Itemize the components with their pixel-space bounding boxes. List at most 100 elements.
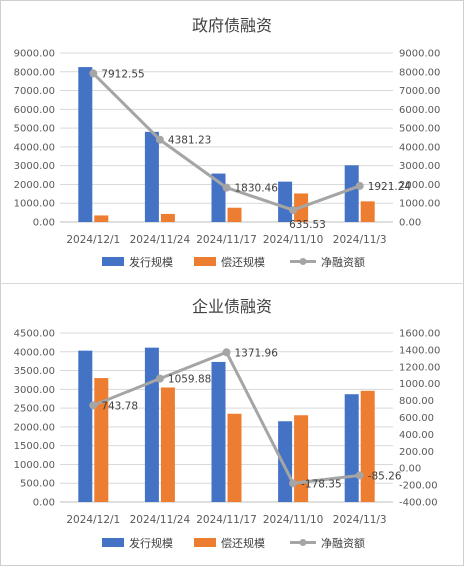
y-left-tick-label: 4500.00 — [14, 329, 55, 340]
legend-net-marker — [299, 539, 307, 546]
legend-repayment-swatch — [194, 257, 216, 266]
x-tick-label: 2024/11/24 — [130, 514, 191, 526]
y-left-tick-label: 4000.00 — [14, 347, 55, 358]
y-right-tick-label: 8000.00 — [399, 67, 440, 78]
repayment-bar — [227, 413, 242, 502]
net-financing-point — [222, 183, 231, 192]
legend-label: 发行规模 — [129, 255, 173, 269]
y-right-tick-label: 3000.00 — [399, 161, 440, 172]
government-bond-chart: 政府债融资 0.00 1000.00 2000.00 3000.00 4000.00 500… — [14, 16, 441, 269]
y-right-tick-label: 1600.00 — [399, 329, 440, 340]
legend-label: 偿还规模 — [221, 255, 265, 269]
y-right-tick-label: 600.00 — [399, 413, 434, 424]
y-left-tick-label: 1000.00 — [14, 199, 55, 210]
y-left-tick-label: 9000.00 — [14, 49, 55, 60]
legend-label: 净融资额 — [321, 255, 365, 269]
legend-issuance-swatch — [102, 257, 124, 266]
y-right-tick-label: 2000.00 — [399, 180, 440, 191]
issuance-bar — [211, 361, 226, 502]
y-left-tick-label: 0.00 — [33, 218, 55, 229]
data-label: 1371.96 — [235, 347, 279, 359]
repayment-bar — [360, 201, 375, 222]
repayment-bar — [160, 213, 175, 222]
net-financing-point — [89, 401, 98, 410]
data-label: 7912.55 — [101, 68, 144, 80]
chart-title: 政府债融资 — [192, 16, 272, 35]
legend-label: 偿还规模 — [221, 536, 265, 550]
y-left-tick-label: 5000.00 — [14, 124, 55, 135]
y-left-tick-label: 1000.00 — [14, 460, 55, 471]
legend-label: 净融资额 — [321, 536, 365, 550]
x-tick-label: 2024/12/1 — [66, 514, 120, 526]
y-right-tick-label: 5000.00 — [399, 124, 440, 135]
legend-issuance-swatch — [102, 538, 124, 547]
y-left-tick-label: 3500.00 — [14, 366, 55, 377]
net-financing-point — [89, 69, 98, 78]
data-label: 635.53 — [289, 219, 326, 231]
data-label: -85.26 — [368, 470, 402, 482]
net-financing-point — [355, 471, 364, 480]
legend-net-marker — [299, 258, 307, 265]
y-right-tick-label: 7000.00 — [399, 86, 440, 97]
data-label: -178.35 — [301, 478, 342, 490]
x-tick-label: 2024/11/10 — [263, 234, 324, 246]
y-right-tick-label: 400.00 — [399, 430, 434, 441]
net-financing-point — [155, 374, 164, 383]
y-left-tick-label: 3000.00 — [14, 161, 55, 172]
data-label: 743.78 — [101, 400, 138, 412]
x-tick-label: 2024/12/1 — [66, 234, 120, 246]
y-right-tick-label: 6000.00 — [399, 105, 440, 116]
y-left-tick-label: 8000.00 — [14, 67, 55, 78]
y-left-tick-label: 4000.00 — [14, 142, 55, 153]
y-left-tick-label: 2000.00 — [14, 422, 55, 433]
enterprise-bond-chart: 企业债融资 0.00 500.00 1000.00 1500.00 2000.00 2500… — [14, 297, 441, 550]
issuance-bar — [278, 421, 293, 502]
y-right-tick-label: -400.00 — [399, 498, 438, 509]
x-tick-label: 2024/11/3 — [333, 514, 387, 526]
net-financing-point — [289, 206, 298, 215]
issuance-bar — [144, 347, 159, 502]
repayment-bar — [294, 415, 309, 502]
issuance-bar — [344, 165, 359, 222]
y-left-tick-label: 6000.00 — [14, 105, 55, 116]
panel-divider — [0, 283, 464, 284]
y-left-tick-label: 1500.00 — [14, 441, 55, 452]
y-left-tick-label: 500.00 — [20, 479, 55, 490]
y-right-tick-label: 1200.00 — [399, 362, 440, 373]
repayment-bar — [160, 387, 175, 502]
data-label: 1830.46 — [235, 183, 279, 195]
data-label: 1059.88 — [168, 374, 211, 386]
y-left-tick-label: 2500.00 — [14, 404, 55, 415]
y-right-tick-label: 9000.00 — [399, 49, 440, 60]
repayment-bar — [227, 207, 242, 222]
y-right-tick-label: 200.00 — [399, 447, 434, 458]
issuance-bar — [278, 181, 293, 222]
y-right-tick-label: 1000.00 — [399, 379, 440, 390]
x-tick-label: 2024/11/17 — [196, 514, 257, 526]
y-right-tick-label: 1400.00 — [399, 345, 440, 356]
x-tick-label: 2024/11/10 — [263, 514, 324, 526]
repayment-bar — [94, 215, 109, 222]
x-tick-label: 2024/11/24 — [130, 234, 191, 246]
issuance-bar — [144, 131, 159, 222]
net-financing-point — [155, 135, 164, 144]
chart-title: 企业债融资 — [192, 297, 272, 316]
net-financing-point — [355, 181, 364, 190]
y-left-tick-label: 3000.00 — [14, 385, 55, 396]
x-tick-label: 2024/11/3 — [333, 234, 387, 246]
legend-repayment-swatch — [194, 538, 216, 547]
y-left-tick-label: 2000.00 — [14, 180, 55, 191]
y-right-tick-label: 1000.00 — [399, 199, 440, 210]
y-right-tick-label: 800.00 — [399, 396, 434, 407]
repayment-bar — [360, 390, 375, 502]
issuance-bar — [78, 67, 93, 222]
legend-label: 发行规模 — [129, 536, 173, 550]
net-financing-line — [92, 350, 360, 485]
y-left-tick-label: 0.00 — [33, 498, 55, 509]
net-financing-point — [222, 348, 231, 357]
issuance-bar — [78, 350, 93, 502]
x-tick-label: 2024/11/17 — [196, 234, 257, 246]
y-right-tick-label: 0.00 — [399, 464, 421, 475]
y-right-tick-label: -200.00 — [399, 481, 438, 492]
y-left-tick-label: 7000.00 — [14, 86, 55, 97]
